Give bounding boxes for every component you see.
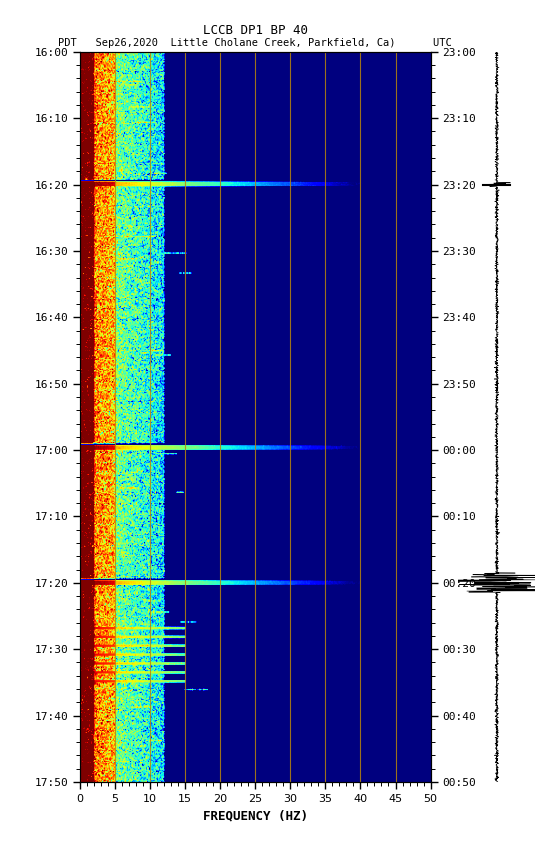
Text: LCCB DP1 BP 40: LCCB DP1 BP 40	[203, 24, 307, 37]
Text: PDT   Sep26,2020  Little Cholane Creek, Parkfield, Ca)      UTC: PDT Sep26,2020 Little Cholane Creek, Par…	[58, 38, 452, 48]
X-axis label: FREQUENCY (HZ): FREQUENCY (HZ)	[203, 810, 308, 823]
